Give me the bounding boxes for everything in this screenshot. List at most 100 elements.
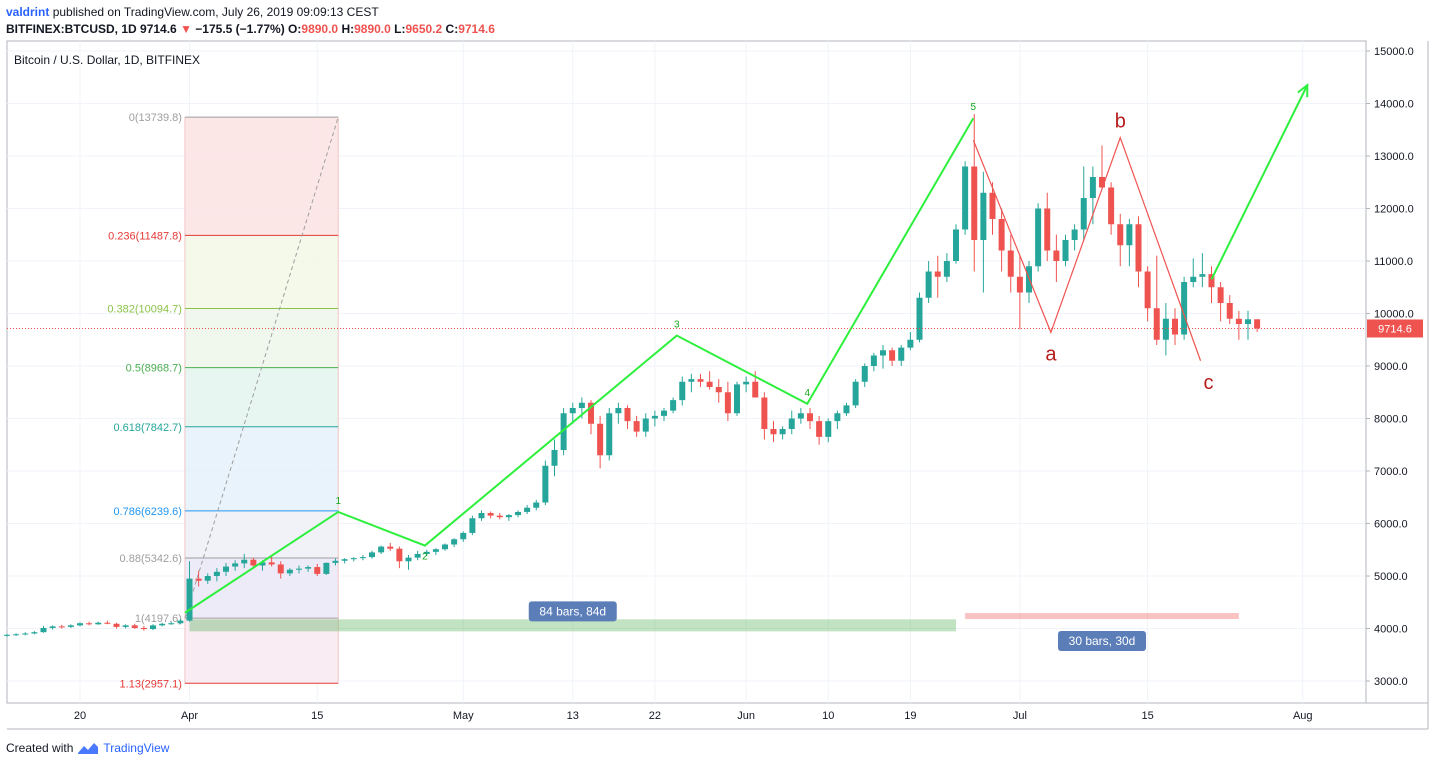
candle-body xyxy=(1245,319,1251,324)
candle-body xyxy=(241,559,248,564)
candle-body xyxy=(788,418,795,429)
candle-body xyxy=(943,261,950,277)
candle-body xyxy=(907,339,914,348)
fib-level-label: 0.618(7842.7) xyxy=(113,422,182,434)
candle-body xyxy=(734,384,740,414)
y-tick-label: 6000.0 xyxy=(1374,519,1408,531)
candle-body xyxy=(916,297,923,340)
created-with-label: Created with xyxy=(6,741,74,755)
y-tick-label: 7000.0 xyxy=(1374,466,1408,478)
candle-body xyxy=(1254,319,1261,329)
candle-body xyxy=(259,562,266,566)
candle-body xyxy=(122,625,129,627)
candle-body xyxy=(743,381,750,385)
fib-level-label: 0.236(11487.8) xyxy=(108,230,182,242)
wave-label: 1 xyxy=(335,496,341,507)
candle-body xyxy=(588,402,594,424)
candle-body xyxy=(661,410,667,416)
candle-body xyxy=(213,571,220,576)
candle-body xyxy=(496,515,503,518)
fib-zone xyxy=(184,117,339,236)
candle-body xyxy=(305,567,312,569)
candle-body xyxy=(980,192,987,240)
last-price-badge xyxy=(1367,319,1423,338)
candle-body xyxy=(953,229,959,261)
x-tick-label: Jun xyxy=(737,710,755,722)
y-tick-label: 8000.0 xyxy=(1374,414,1408,426)
candle-body xyxy=(113,623,120,627)
candle-body xyxy=(807,413,813,422)
candle-body xyxy=(414,553,421,558)
candle-body xyxy=(615,408,622,414)
candle-body xyxy=(542,465,549,503)
candle-body xyxy=(223,566,229,572)
price-change: −175.5 (−1.77%) xyxy=(195,22,285,36)
candle-body xyxy=(332,560,339,563)
down-arrow-icon: ▼ xyxy=(180,22,192,36)
projection-arrow xyxy=(1210,84,1309,280)
fib-level-label: 0.382(10094.7) xyxy=(107,304,182,316)
candle-body xyxy=(131,625,138,628)
candle-body xyxy=(1235,318,1242,324)
candle-body xyxy=(442,544,448,550)
candle-body xyxy=(67,625,74,627)
y-tick-label: 15000.0 xyxy=(1374,46,1414,58)
x-tick-label: 15 xyxy=(311,710,323,722)
ohlc-high-value: 9890.0 xyxy=(354,22,391,36)
candle-body xyxy=(797,413,804,419)
candle-body xyxy=(1062,240,1069,261)
fib-zone xyxy=(184,618,339,684)
candle-body xyxy=(1208,274,1215,288)
candle-body xyxy=(31,632,38,634)
candle-body xyxy=(670,400,677,411)
x-tick-label: 22 xyxy=(649,710,661,722)
x-tick-label: 10 xyxy=(822,710,834,722)
candle-body xyxy=(1126,224,1133,246)
author-name[interactable]: valdrint xyxy=(6,5,50,19)
candle-body xyxy=(1162,318,1169,340)
candle-body xyxy=(1099,177,1105,188)
candle-body xyxy=(478,513,485,519)
footer: Created with TradingView xyxy=(6,741,169,755)
candle-body xyxy=(1071,229,1078,240)
candle-body xyxy=(934,271,941,277)
candle-body xyxy=(350,558,357,560)
candle-body xyxy=(49,626,56,628)
candle-body xyxy=(387,546,394,549)
candle-body xyxy=(268,562,275,565)
y-tick-label: 10000.0 xyxy=(1374,309,1414,321)
candle-body xyxy=(1035,208,1042,267)
candle-body xyxy=(232,563,239,567)
x-tick-label: May xyxy=(453,710,474,722)
ohlc-low-key: L: xyxy=(394,22,406,36)
candle-body xyxy=(779,429,786,435)
candle-body xyxy=(195,578,202,581)
ohlc-open-key: O: xyxy=(288,22,302,36)
candle-body xyxy=(1190,276,1197,282)
fib-zone xyxy=(184,235,339,309)
publish-info: valdrint published on TradingView.com, J… xyxy=(6,5,379,19)
date-range-label-bg xyxy=(528,601,617,622)
fib-zone xyxy=(184,558,339,619)
candle-body xyxy=(843,405,850,414)
candle-body xyxy=(761,397,768,429)
candle-body xyxy=(451,539,458,545)
ohlc-low-value: 9650.2 xyxy=(405,22,443,36)
candle-body xyxy=(1144,271,1151,309)
candle-body xyxy=(816,421,823,437)
candle-body xyxy=(341,559,348,561)
y-tick-label: 9000.0 xyxy=(1374,361,1408,373)
candle-body xyxy=(524,507,531,512)
candle-body xyxy=(159,623,166,626)
candle-body xyxy=(715,387,722,393)
candle-body xyxy=(296,568,302,570)
candle-body xyxy=(286,569,293,574)
fib-trend-line xyxy=(184,117,339,619)
fib-zone xyxy=(184,426,339,511)
candle-body xyxy=(834,413,841,422)
candle-body xyxy=(186,578,193,621)
tradingview-logo-icon xyxy=(78,743,99,754)
candle-body xyxy=(1108,187,1115,225)
tradingview-brand[interactable]: TradingView xyxy=(103,741,170,755)
